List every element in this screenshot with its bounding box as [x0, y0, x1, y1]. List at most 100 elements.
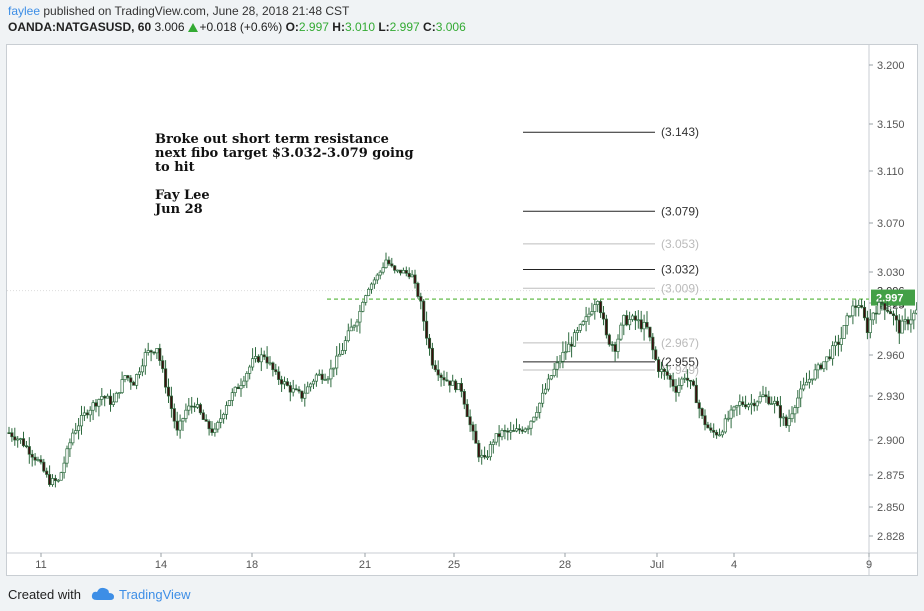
candle-down — [709, 427, 713, 431]
candle-up — [532, 416, 536, 422]
candle-up — [720, 431, 724, 436]
candle-up — [358, 310, 362, 323]
candle-up — [242, 380, 246, 386]
candle-down — [688, 379, 693, 382]
candle-up — [74, 430, 78, 434]
tradingview-brand[interactable]: TradingView — [118, 586, 191, 602]
candle-up — [140, 365, 144, 373]
candle-up — [251, 358, 255, 368]
candle-up — [572, 332, 577, 347]
candle-down — [665, 371, 669, 376]
candle-up — [555, 362, 559, 370]
high-value: 3.010 — [344, 20, 375, 34]
candle-down — [883, 303, 887, 311]
candle-down — [204, 419, 208, 422]
candle-down — [398, 269, 403, 274]
candle-down — [21, 438, 26, 447]
candle-down — [103, 396, 107, 399]
candle-up — [790, 413, 794, 420]
author-link[interactable]: faylee — [8, 4, 41, 18]
candle-up — [401, 269, 405, 274]
candle-up — [195, 404, 200, 408]
annotation-text: Fay Lee — [155, 188, 210, 203]
candle-up — [367, 288, 371, 296]
candle-down — [297, 389, 301, 392]
candle-up — [213, 428, 217, 433]
candle-up — [535, 412, 539, 418]
chart-panel[interactable]: 3.2003.1503.1103.0703.0302.9902.9602.930… — [6, 44, 918, 576]
candle-down — [706, 424, 710, 429]
candle-up — [346, 330, 350, 341]
candle-up — [787, 418, 791, 427]
candle-down — [190, 405, 194, 408]
candle-up — [802, 384, 806, 390]
candle-down — [767, 396, 771, 405]
candle-up — [567, 343, 571, 353]
candle-up — [311, 380, 316, 385]
candle-up — [749, 402, 753, 406]
last-price: 3.006 — [154, 20, 185, 34]
fib-level-label: (2.967) — [661, 336, 699, 350]
candle-up — [848, 315, 852, 318]
candle-down — [468, 416, 472, 426]
candle-up — [326, 378, 330, 381]
candle-down — [744, 404, 748, 408]
open-label: O: — [285, 20, 299, 34]
candle-up — [378, 271, 382, 276]
candle-down — [210, 428, 214, 433]
candle-down — [94, 402, 98, 407]
candle-up — [50, 478, 55, 485]
candle-down — [48, 474, 52, 485]
candle-down — [442, 377, 446, 381]
candle-up — [117, 392, 121, 394]
candle-down — [648, 326, 652, 338]
candle-down — [300, 390, 304, 399]
candle-down — [694, 384, 698, 404]
candle-up — [642, 322, 646, 330]
candle-up — [187, 405, 191, 411]
candle-up — [329, 368, 333, 380]
candle-down — [477, 442, 481, 458]
candle-down — [828, 356, 832, 360]
time-tick-label: 14 — [155, 559, 167, 571]
candlestick-chart[interactable]: 3.2003.1503.1103.0703.0302.9902.9602.930… — [7, 45, 917, 575]
candle-down — [236, 386, 240, 390]
candle-down — [27, 446, 31, 455]
candle-up — [683, 377, 687, 380]
candle-up — [106, 395, 110, 399]
time-tick-label: 21 — [359, 559, 371, 571]
candle-up — [16, 438, 20, 441]
candle-up — [813, 369, 817, 380]
candle-up — [485, 456, 490, 459]
candle-down — [613, 344, 617, 352]
price-tick-label: 3.150 — [877, 119, 905, 131]
candle-up — [845, 315, 849, 326]
candle-up — [338, 353, 342, 357]
candle-down — [436, 369, 440, 376]
price-tick-label: 3.030 — [877, 267, 905, 279]
price-tick-label: 2.875 — [877, 470, 905, 482]
footer: Created with TradingView — [8, 583, 408, 605]
publish-text: published on TradingView.com, June 28, 2… — [43, 4, 350, 18]
candle-up — [500, 430, 504, 438]
candle-down — [889, 311, 893, 315]
candle-up — [303, 392, 307, 399]
candle-up — [578, 324, 582, 331]
candle-up — [248, 366, 252, 374]
candle-down — [604, 318, 608, 336]
candle-up — [857, 305, 861, 308]
candle-down — [422, 300, 426, 322]
candle-down — [633, 315, 637, 321]
candle-down — [645, 322, 649, 328]
candle-up — [799, 388, 803, 399]
candle-up — [349, 326, 353, 332]
candle-up — [758, 396, 762, 403]
created-with-text: Created with — [8, 586, 81, 602]
candle-up — [91, 402, 95, 411]
candle-up — [332, 367, 336, 370]
candle-up — [509, 430, 513, 433]
candle-up — [804, 381, 809, 386]
candle-down — [413, 274, 417, 284]
candle-up — [732, 406, 736, 411]
candle-up — [738, 401, 742, 406]
